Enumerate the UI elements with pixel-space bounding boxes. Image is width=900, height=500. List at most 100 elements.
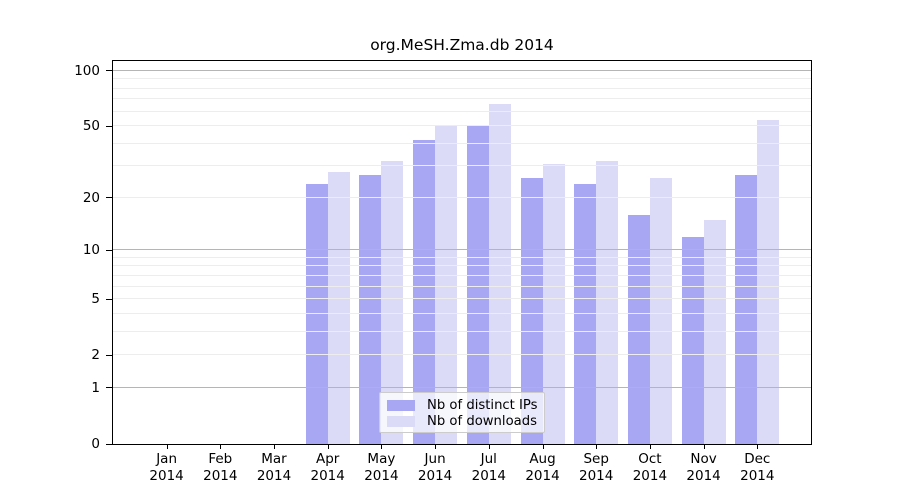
minor-gridline — [113, 142, 811, 144]
bar-downloads — [381, 161, 404, 444]
major-gridline — [113, 69, 811, 71]
bar-downloads — [649, 177, 672, 444]
y-tick-mark — [106, 387, 113, 389]
y-tick-label: 50 — [82, 118, 100, 134]
x-tick-mark — [757, 444, 759, 449]
bar-downloads — [327, 171, 350, 444]
bar-distinct-ips — [735, 174, 758, 444]
x-tick-label: Oct 2014 — [620, 451, 680, 485]
bars-layer — [113, 61, 811, 444]
x-tick-label: Nov 2014 — [674, 451, 734, 485]
y-tick-mark — [106, 249, 113, 251]
x-tick-label-month: Aug — [529, 451, 556, 467]
x-tick-mark — [327, 444, 329, 449]
bar-downloads — [435, 124, 458, 444]
x-tick-label-year: 2014 — [417, 468, 453, 484]
x-tick-label: May 2014 — [351, 451, 411, 485]
x-tick-label: Dec 2014 — [727, 451, 787, 485]
x-tick-mark — [703, 444, 705, 449]
bar-distinct-ips — [413, 139, 436, 444]
minor-gridline — [113, 196, 811, 198]
x-tick-label-year: 2014 — [579, 468, 614, 484]
bar-distinct-ips — [681, 236, 704, 444]
major-gridline — [113, 249, 811, 251]
legend-item-downloads: Nb of downloads — [387, 414, 537, 431]
x-tick-label-year: 2014 — [632, 468, 668, 484]
bar-distinct-ips — [466, 126, 489, 444]
x-tick-label: Feb 2014 — [190, 451, 250, 485]
minor-gridline — [113, 312, 811, 314]
bar-distinct-ips — [520, 177, 543, 444]
minor-gridline — [113, 354, 811, 356]
minor-gridline — [113, 78, 811, 80]
y-tick-mark — [106, 443, 113, 445]
legend: Nb of distinct IPs Nb of downloads — [379, 392, 545, 433]
x-tick-mark — [649, 444, 651, 449]
y-tick-label: 20 — [82, 189, 100, 206]
y-tick-label: 10 — [82, 242, 100, 259]
x-tick-label-month: Jan — [156, 451, 177, 467]
x-tick-label-month: Feb — [208, 451, 233, 467]
bar-downloads — [542, 163, 565, 444]
x-tick-label-month: Jun — [424, 451, 446, 467]
x-tick-label: Mar 2014 — [244, 451, 304, 485]
legend-swatch-distinct-ips-icon — [387, 399, 415, 411]
x-tick-label: Jan 2014 — [137, 451, 197, 485]
x-tick-label-year: 2014 — [525, 468, 560, 484]
minor-gridline — [113, 110, 811, 112]
bar-downloads — [596, 161, 619, 444]
minor-gridline — [113, 165, 811, 167]
y-tick-mark — [106, 354, 113, 356]
legend-item-distinct-ips: Nb of distinct IPs — [387, 397, 538, 414]
x-tick-label-year: 2014 — [310, 468, 345, 484]
minor-gridline — [113, 330, 811, 332]
major-gridline — [113, 386, 811, 388]
x-tick-mark — [488, 444, 490, 449]
x-tick-mark — [381, 444, 383, 449]
x-tick-label-month: Jul — [480, 451, 497, 467]
x-tick-label: Aug 2014 — [513, 451, 573, 485]
bar-downloads — [703, 219, 726, 444]
bar-distinct-ips — [359, 174, 382, 444]
x-tick-mark — [542, 444, 544, 449]
minor-gridline — [113, 274, 811, 276]
x-tick-label-year: 2014 — [686, 468, 721, 484]
x-tick-mark — [220, 444, 222, 449]
y-tick-mark — [106, 125, 113, 127]
plot-area: Nb of distinct IPs Nb of downloads — [113, 61, 811, 444]
legend-label-downloads: Nb of downloads — [427, 414, 537, 430]
bar-downloads — [757, 119, 780, 444]
y-tick-label: 0 — [91, 436, 100, 452]
bar-distinct-ips — [627, 214, 650, 444]
x-tick-label-month: Nov — [690, 451, 717, 467]
minor-gridline — [113, 285, 811, 287]
grid-layer — [113, 61, 811, 444]
x-tick-label-year: 2014 — [256, 468, 292, 484]
y-tick-mark — [106, 298, 113, 300]
x-tick-label-year: 2014 — [471, 468, 506, 484]
y-tick-label: 100 — [74, 62, 100, 79]
x-tick-label-year: 2014 — [149, 468, 184, 484]
minor-gridline — [113, 98, 811, 100]
x-tick-mark — [435, 444, 437, 449]
x-tick-label: Apr 2014 — [298, 451, 358, 485]
y-tick-label: 1 — [91, 379, 100, 396]
x-tick-label-month: May — [367, 451, 396, 467]
bar-downloads — [488, 104, 511, 444]
x-tick-label-month: Sep — [583, 451, 609, 467]
chart-title: org.MeSH.Zma.db 2014 — [370, 36, 554, 54]
legend-label-distinct-ips: Nb of distinct IPs — [427, 397, 538, 413]
minor-gridline — [113, 256, 811, 258]
x-tick-label-month: Apr — [316, 451, 340, 467]
x-tick-mark — [596, 444, 598, 449]
y-tick-label: 2 — [91, 347, 100, 364]
x-tick-label-year: 2014 — [740, 468, 775, 484]
x-tick-mark — [274, 444, 275, 449]
minor-gridline — [113, 87, 811, 89]
minor-gridline — [113, 265, 811, 267]
x-tick-label-year: 2014 — [203, 468, 238, 484]
x-tick-label-month: Dec — [744, 451, 771, 467]
x-tick-label: Jun 2014 — [405, 451, 465, 485]
x-tick-label: Sep 2014 — [566, 451, 626, 485]
